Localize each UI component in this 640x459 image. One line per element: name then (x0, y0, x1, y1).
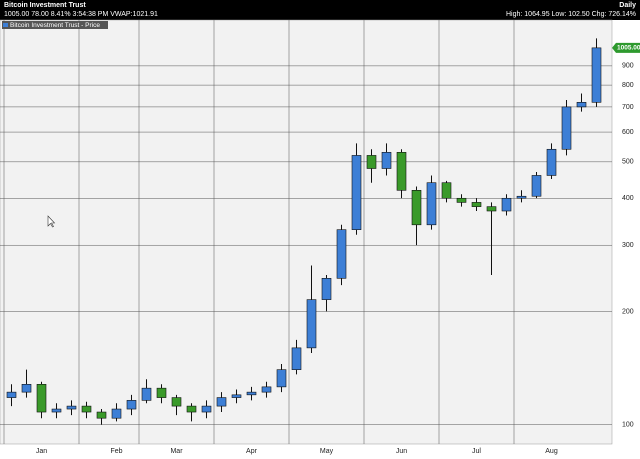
x-tick-label: Mar (170, 448, 183, 455)
y-tick-label: 900 (622, 63, 634, 70)
x-tick-label: Jan (36, 448, 47, 455)
x-tick-label: May (320, 448, 334, 455)
y-tick-label: 200 (622, 308, 634, 315)
candle-body (576, 102, 587, 108)
candle-body (36, 383, 47, 413)
last-price-box (612, 42, 640, 53)
stats: High: 1064.95 Low: 102.50 Chg: 726.14% (506, 11, 636, 18)
candle-body (51, 408, 62, 413)
header-bar (0, 0, 640, 20)
y-tick-label: 100 (622, 421, 634, 428)
candle-body (471, 202, 482, 207)
candle-body (441, 182, 452, 199)
candle-body (21, 383, 32, 393)
candle-body (426, 182, 437, 226)
last-price-tag: 1005.00 (612, 42, 640, 53)
y-tick-label: 700 (622, 104, 634, 111)
y-tick-label: 800 (622, 82, 634, 89)
candle-body (216, 397, 227, 407)
quote: 1005.00 78.00 8.41% 3:54:38 PM VWAP:1021… (4, 11, 158, 18)
candle-body (111, 408, 122, 419)
candle-body (186, 405, 197, 413)
plot-area (0, 19, 613, 445)
legend-box (2, 21, 108, 29)
x-tick-label: Apr (246, 448, 258, 455)
candle-body (141, 387, 152, 401)
candle-body (366, 155, 377, 169)
candle-body (231, 394, 242, 398)
candle-body (531, 175, 542, 197)
candle-body (246, 391, 257, 396)
candle-body (546, 148, 557, 176)
candle-body (81, 405, 92, 413)
candle-body (96, 411, 107, 419)
candle-body (501, 197, 512, 212)
candle-body (561, 106, 572, 150)
x-tick-label: Aug (545, 448, 558, 455)
candle-body (291, 347, 302, 370)
candle-body (411, 190, 422, 226)
period: Daily (619, 2, 636, 9)
y-tick-label: 300 (622, 242, 634, 249)
legend-label: Bitcoin Investment Trust - Price (10, 22, 100, 29)
x-tick-label: Feb (110, 448, 122, 455)
x-tick-label: Jul (472, 448, 481, 455)
y-tick-label: 400 (622, 195, 634, 202)
y-tick-label: 600 (622, 129, 634, 136)
candle-body (456, 197, 467, 203)
candle-body (381, 152, 392, 169)
candle-body (396, 152, 407, 191)
candle-body (306, 299, 317, 349)
candle-body (6, 391, 17, 398)
chart-title: Bitcoin Investment Trust (4, 2, 86, 9)
candle-body (126, 400, 137, 410)
candle-body (336, 229, 347, 279)
candle-body (201, 405, 212, 413)
candle-body (276, 369, 287, 388)
x-tick-label: Jun (396, 448, 407, 455)
last-price-label: 1005.00 (617, 45, 640, 52)
candle-body (261, 386, 272, 393)
candle-body (66, 405, 77, 410)
candle-body (591, 47, 602, 103)
candle-body (486, 206, 497, 212)
candle-body (321, 278, 332, 300)
candle-body (351, 155, 362, 230)
candle-body (171, 397, 182, 407)
candle-body (516, 195, 527, 199)
y-tick-label: 500 (622, 159, 634, 166)
legend-swatch (3, 23, 8, 27)
cursor (47, 215, 56, 228)
candle-body (156, 387, 167, 398)
